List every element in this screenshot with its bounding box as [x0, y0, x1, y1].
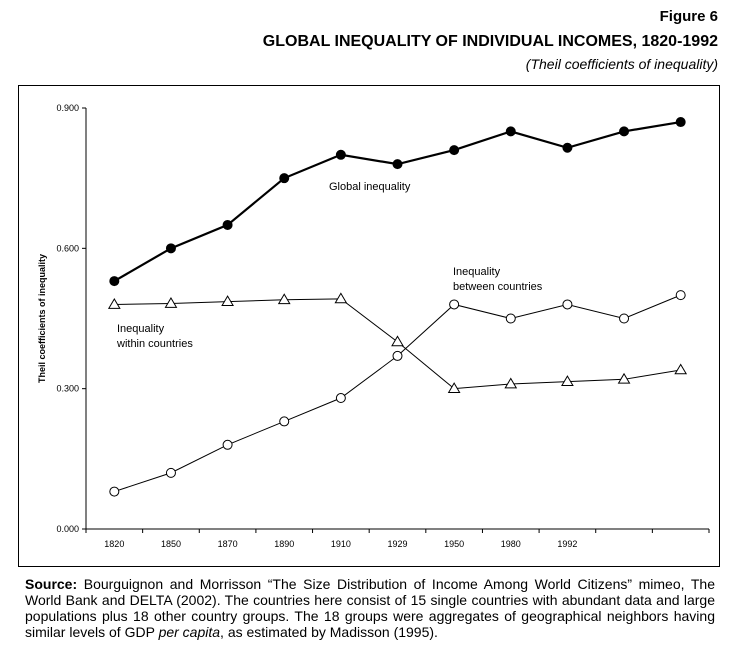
x-tick-label: 1992 [557, 539, 577, 549]
source-label: Source: [25, 576, 78, 592]
data-point [107, 297, 121, 309]
data-point [165, 467, 176, 478]
x-tick-label: 1910 [331, 539, 351, 549]
data-point [617, 372, 631, 384]
data-point [505, 126, 516, 137]
data-point [109, 486, 120, 497]
data-point [335, 149, 346, 160]
data-point [335, 393, 346, 404]
data-point [675, 117, 686, 128]
x-tick-label: 1850 [161, 539, 181, 549]
y-tick-label: 0.900 [56, 103, 79, 113]
x-tick-label: 1929 [387, 539, 407, 549]
data-point [392, 159, 403, 170]
chart-title: GLOBAL INEQUALITY OF INDIVIDUAL INCOMES,… [262, 33, 718, 50]
series-annotation: Global inequality [329, 181, 411, 193]
data-point [109, 276, 120, 287]
y-tick-label: 0.300 [56, 384, 79, 394]
data-point [449, 145, 460, 156]
data-point [561, 375, 574, 386]
data-point [619, 313, 630, 324]
source-note: Source: Bourguignon and Morrisson “The S… [25, 576, 715, 640]
data-point [675, 290, 686, 301]
data-point [619, 126, 630, 137]
data-point [505, 313, 516, 324]
figure-label: Figure 6 [659, 8, 718, 25]
data-point [391, 335, 404, 347]
series-annotation: within countries [116, 338, 193, 350]
series-annotation: between countries [453, 281, 543, 293]
x-tick-label: 1950 [444, 539, 464, 549]
source-italic: per capita [158, 624, 221, 640]
data-point [449, 299, 460, 310]
chart-svg: 0.000 0.300 0.600 0.900 1820 1850 1870 1890 1910… [37, 103, 710, 549]
data-point [392, 350, 403, 361]
series-annotation: Inequality [117, 323, 165, 335]
data-point [165, 243, 176, 254]
data-point [222, 439, 233, 450]
data-point [164, 297, 178, 308]
data-point [674, 363, 688, 375]
y-axis-label: Theil coefficients of inequality [37, 254, 47, 383]
data-point [504, 377, 518, 389]
source-text-end: , as estimated by Madisson (1995). [220, 624, 438, 640]
x-tick-label: 1870 [218, 539, 238, 549]
data-point [562, 299, 573, 310]
data-point [562, 142, 573, 153]
data-point [279, 173, 290, 184]
data-point [279, 416, 290, 427]
data-point [277, 293, 291, 305]
y-tick-label: 0.600 [56, 243, 79, 253]
data-point [221, 295, 234, 307]
x-tick-label: 1980 [501, 539, 521, 549]
x-tick-label: 1820 [104, 539, 124, 549]
data-point [334, 292, 348, 304]
source-text: Bourguignon and Morrisson “The Size Dist… [25, 576, 715, 640]
chart-subtitle: (Theil coefficients of inequality) [525, 56, 718, 72]
data-point [222, 219, 233, 230]
series-annotation: Inequality [453, 266, 501, 278]
data-point [447, 382, 461, 394]
series-line [114, 294, 681, 493]
chart-frame: 0.000 0.300 0.600 0.900 1820 1850 1870 1890 1910… [18, 85, 720, 567]
x-tick-label: 1890 [274, 539, 294, 549]
y-tick-label: 0.000 [56, 524, 79, 534]
series-line [113, 120, 681, 283]
